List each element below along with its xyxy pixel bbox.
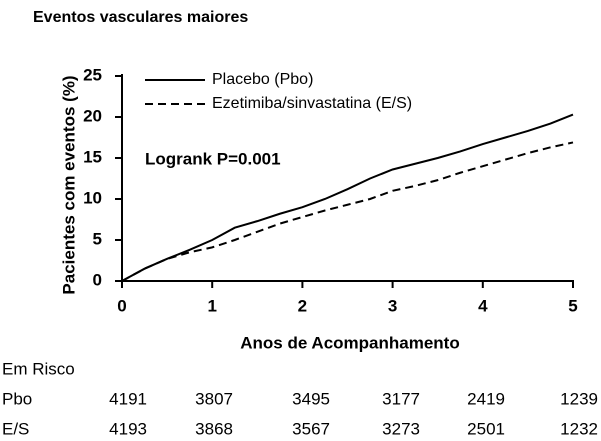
y-axis-title: Pacientes com eventos (%) <box>59 75 78 294</box>
x-tick-label: 5 <box>568 296 577 315</box>
risk-value: 4191 <box>109 389 147 408</box>
risk-table-title: Em Risco <box>2 359 75 378</box>
series-line <box>121 113 574 282</box>
risk-value: 1232 <box>560 419 598 438</box>
y-tick-label: 10 <box>83 188 102 207</box>
y-tick-label: 15 <box>83 147 102 166</box>
risk-value: 4193 <box>109 419 147 438</box>
x-tick-label: 0 <box>117 296 126 315</box>
y-tick-label: 20 <box>83 106 102 125</box>
annotation: Logrank P=0.001 <box>145 149 281 168</box>
risk-value: 2419 <box>467 389 505 408</box>
x-tick-label: 2 <box>298 296 307 315</box>
risk-value: 3177 <box>382 389 420 408</box>
legend-label: Ezetimiba/sinvastatina (E/S) <box>212 95 412 112</box>
x-tick-label: 3 <box>388 296 397 315</box>
x-tick-label: 4 <box>478 296 488 315</box>
chart-title: Eventos vasculares maiores <box>33 9 248 26</box>
risk-value: 1239 <box>560 389 598 408</box>
risk-row-label: Pbo <box>2 389 32 408</box>
x-tick-label: 1 <box>207 296 216 315</box>
risk-value: 3273 <box>382 419 420 438</box>
series-line <box>121 141 574 282</box>
legend-label: Placebo (Pbo) <box>212 71 313 88</box>
risk-value: 2501 <box>467 419 505 438</box>
risk-value: 3868 <box>195 419 233 438</box>
y-tick-label: 0 <box>93 270 102 289</box>
risk-value: 3567 <box>292 419 330 438</box>
y-tick-label: 25 <box>83 65 102 84</box>
risk-row-label: E/S <box>2 419 29 438</box>
risk-value: 3495 <box>292 389 330 408</box>
y-tick-label: 5 <box>93 229 102 248</box>
risk-value: 3807 <box>195 389 233 408</box>
x-axis-title: Anos de Acompanhamento <box>240 333 459 352</box>
